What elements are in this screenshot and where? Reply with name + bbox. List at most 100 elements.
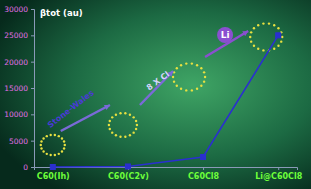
molecule-atom xyxy=(191,62,193,64)
molecule-atom xyxy=(257,48,259,50)
molecule-atom xyxy=(196,88,198,90)
y-tick-label: 20000 xyxy=(4,58,28,67)
x-tick-mark xyxy=(203,167,204,170)
y-tick-label: 15000 xyxy=(4,84,28,93)
molecule-atom xyxy=(185,62,187,64)
marker xyxy=(125,164,130,169)
molecule-atom xyxy=(63,147,65,149)
molecule-atom xyxy=(129,113,131,115)
y-tick-label: 10000 xyxy=(4,110,28,119)
molecule-atom xyxy=(132,131,134,133)
molecule-atom xyxy=(200,85,202,87)
molecule-atom xyxy=(46,135,48,137)
molecule-atom xyxy=(111,131,113,133)
molecule-atom xyxy=(273,48,275,50)
molecule-atom xyxy=(180,88,182,90)
x-tick-label: C60Cl8 xyxy=(188,172,220,181)
marker xyxy=(201,154,206,159)
molecule-atom xyxy=(119,112,121,114)
molecule-atom xyxy=(54,134,56,136)
molecule-atom xyxy=(253,27,255,29)
marker xyxy=(50,165,55,170)
molecule-atom xyxy=(61,137,63,139)
background xyxy=(0,0,311,189)
molecule-atom xyxy=(203,80,205,82)
molecule-atom xyxy=(108,124,110,126)
molecule-atom xyxy=(61,150,63,152)
y-tick: 5000 xyxy=(9,137,34,146)
molecule-atom xyxy=(119,136,121,138)
y-tick-mark xyxy=(31,114,34,115)
molecule-atom xyxy=(135,128,137,130)
y-tick-mark xyxy=(31,167,34,168)
molecule-atom xyxy=(40,144,42,146)
molecule-atom xyxy=(253,45,255,47)
molecule-atom xyxy=(200,67,202,69)
molecule-atom xyxy=(46,153,48,155)
molecule-atom xyxy=(249,36,251,38)
x-tick-mark xyxy=(278,167,279,170)
y-tick-label: 25000 xyxy=(4,31,28,40)
molecule-atom xyxy=(132,116,134,118)
molecule-atom xyxy=(50,154,52,156)
molecule-atom xyxy=(203,71,205,73)
molecule-atom xyxy=(280,40,282,42)
molecule-atom xyxy=(50,134,52,136)
molecule-atom xyxy=(115,134,117,136)
molecule-atom xyxy=(58,135,60,137)
molecule-atom xyxy=(250,31,252,33)
y-tick-mark xyxy=(31,9,34,10)
molecule-atom xyxy=(42,150,44,152)
molecule-atom xyxy=(135,120,137,122)
molecule-atom xyxy=(250,40,252,42)
y-tick-mark xyxy=(31,88,34,89)
molecule-atom xyxy=(281,36,283,38)
arrow-head xyxy=(104,105,110,110)
molecule-atom xyxy=(124,136,126,138)
annotation: Li xyxy=(221,30,230,40)
chart: 050001000015000200002500030000C60(Ih)C60… xyxy=(0,0,311,189)
annotation: Stone-Wales xyxy=(46,88,96,130)
y-axis-line xyxy=(31,10,35,168)
molecule-atom xyxy=(40,140,42,142)
decoration xyxy=(40,22,284,156)
molecule-atom xyxy=(129,134,131,136)
molecule-atom xyxy=(111,116,113,118)
x-axis: C60(Ih) C60(C2v) C60Cl8 Li@C60Cl8 xyxy=(35,167,303,181)
y-tick: 20000 xyxy=(4,58,34,67)
y-tick: 15000 xyxy=(4,84,34,93)
molecule-atom xyxy=(109,128,111,130)
molecule-atom xyxy=(115,113,117,115)
x-axis-line xyxy=(35,168,298,171)
y-tick-label: 5000 xyxy=(9,137,28,146)
molecule-atom xyxy=(40,147,42,149)
molecule-atom xyxy=(64,144,66,146)
molecule-atom xyxy=(176,67,178,69)
y-tick: 25000 xyxy=(4,31,34,40)
molecule-atom xyxy=(109,120,111,122)
y-tick: 0 xyxy=(23,163,34,172)
molecule-atom xyxy=(124,112,126,114)
molecule-atom xyxy=(196,64,198,66)
molecule-atom xyxy=(185,89,187,91)
molecule-atom xyxy=(268,22,270,24)
y-tick-mark xyxy=(31,141,34,142)
x-tick-label: C60(Ih) xyxy=(37,172,70,181)
molecule-atom xyxy=(191,89,193,91)
x-tick-label: Li@C60Cl8 xyxy=(255,172,302,181)
y-axis: 0 5000 10000 15000 20000 25000 30000 xyxy=(4,5,34,172)
molecule-atom xyxy=(277,27,279,29)
x-tick-label: C60(C2v) xyxy=(108,172,149,181)
y-axis-title: βtot (au) xyxy=(40,8,83,18)
y-tick-label: 30000 xyxy=(4,5,28,14)
y-tick: 30000 xyxy=(4,5,34,14)
arrow-head xyxy=(242,31,248,36)
molecule-atom xyxy=(273,24,275,26)
x-tick: C60Cl8 xyxy=(188,167,220,181)
molecule-atom xyxy=(63,140,65,142)
molecule-atom xyxy=(176,85,178,87)
molecule-atom xyxy=(180,64,182,66)
annotation-badge xyxy=(217,27,233,43)
molecule-atom xyxy=(173,80,175,82)
x-tick: Li@C60Cl8 xyxy=(255,167,302,181)
